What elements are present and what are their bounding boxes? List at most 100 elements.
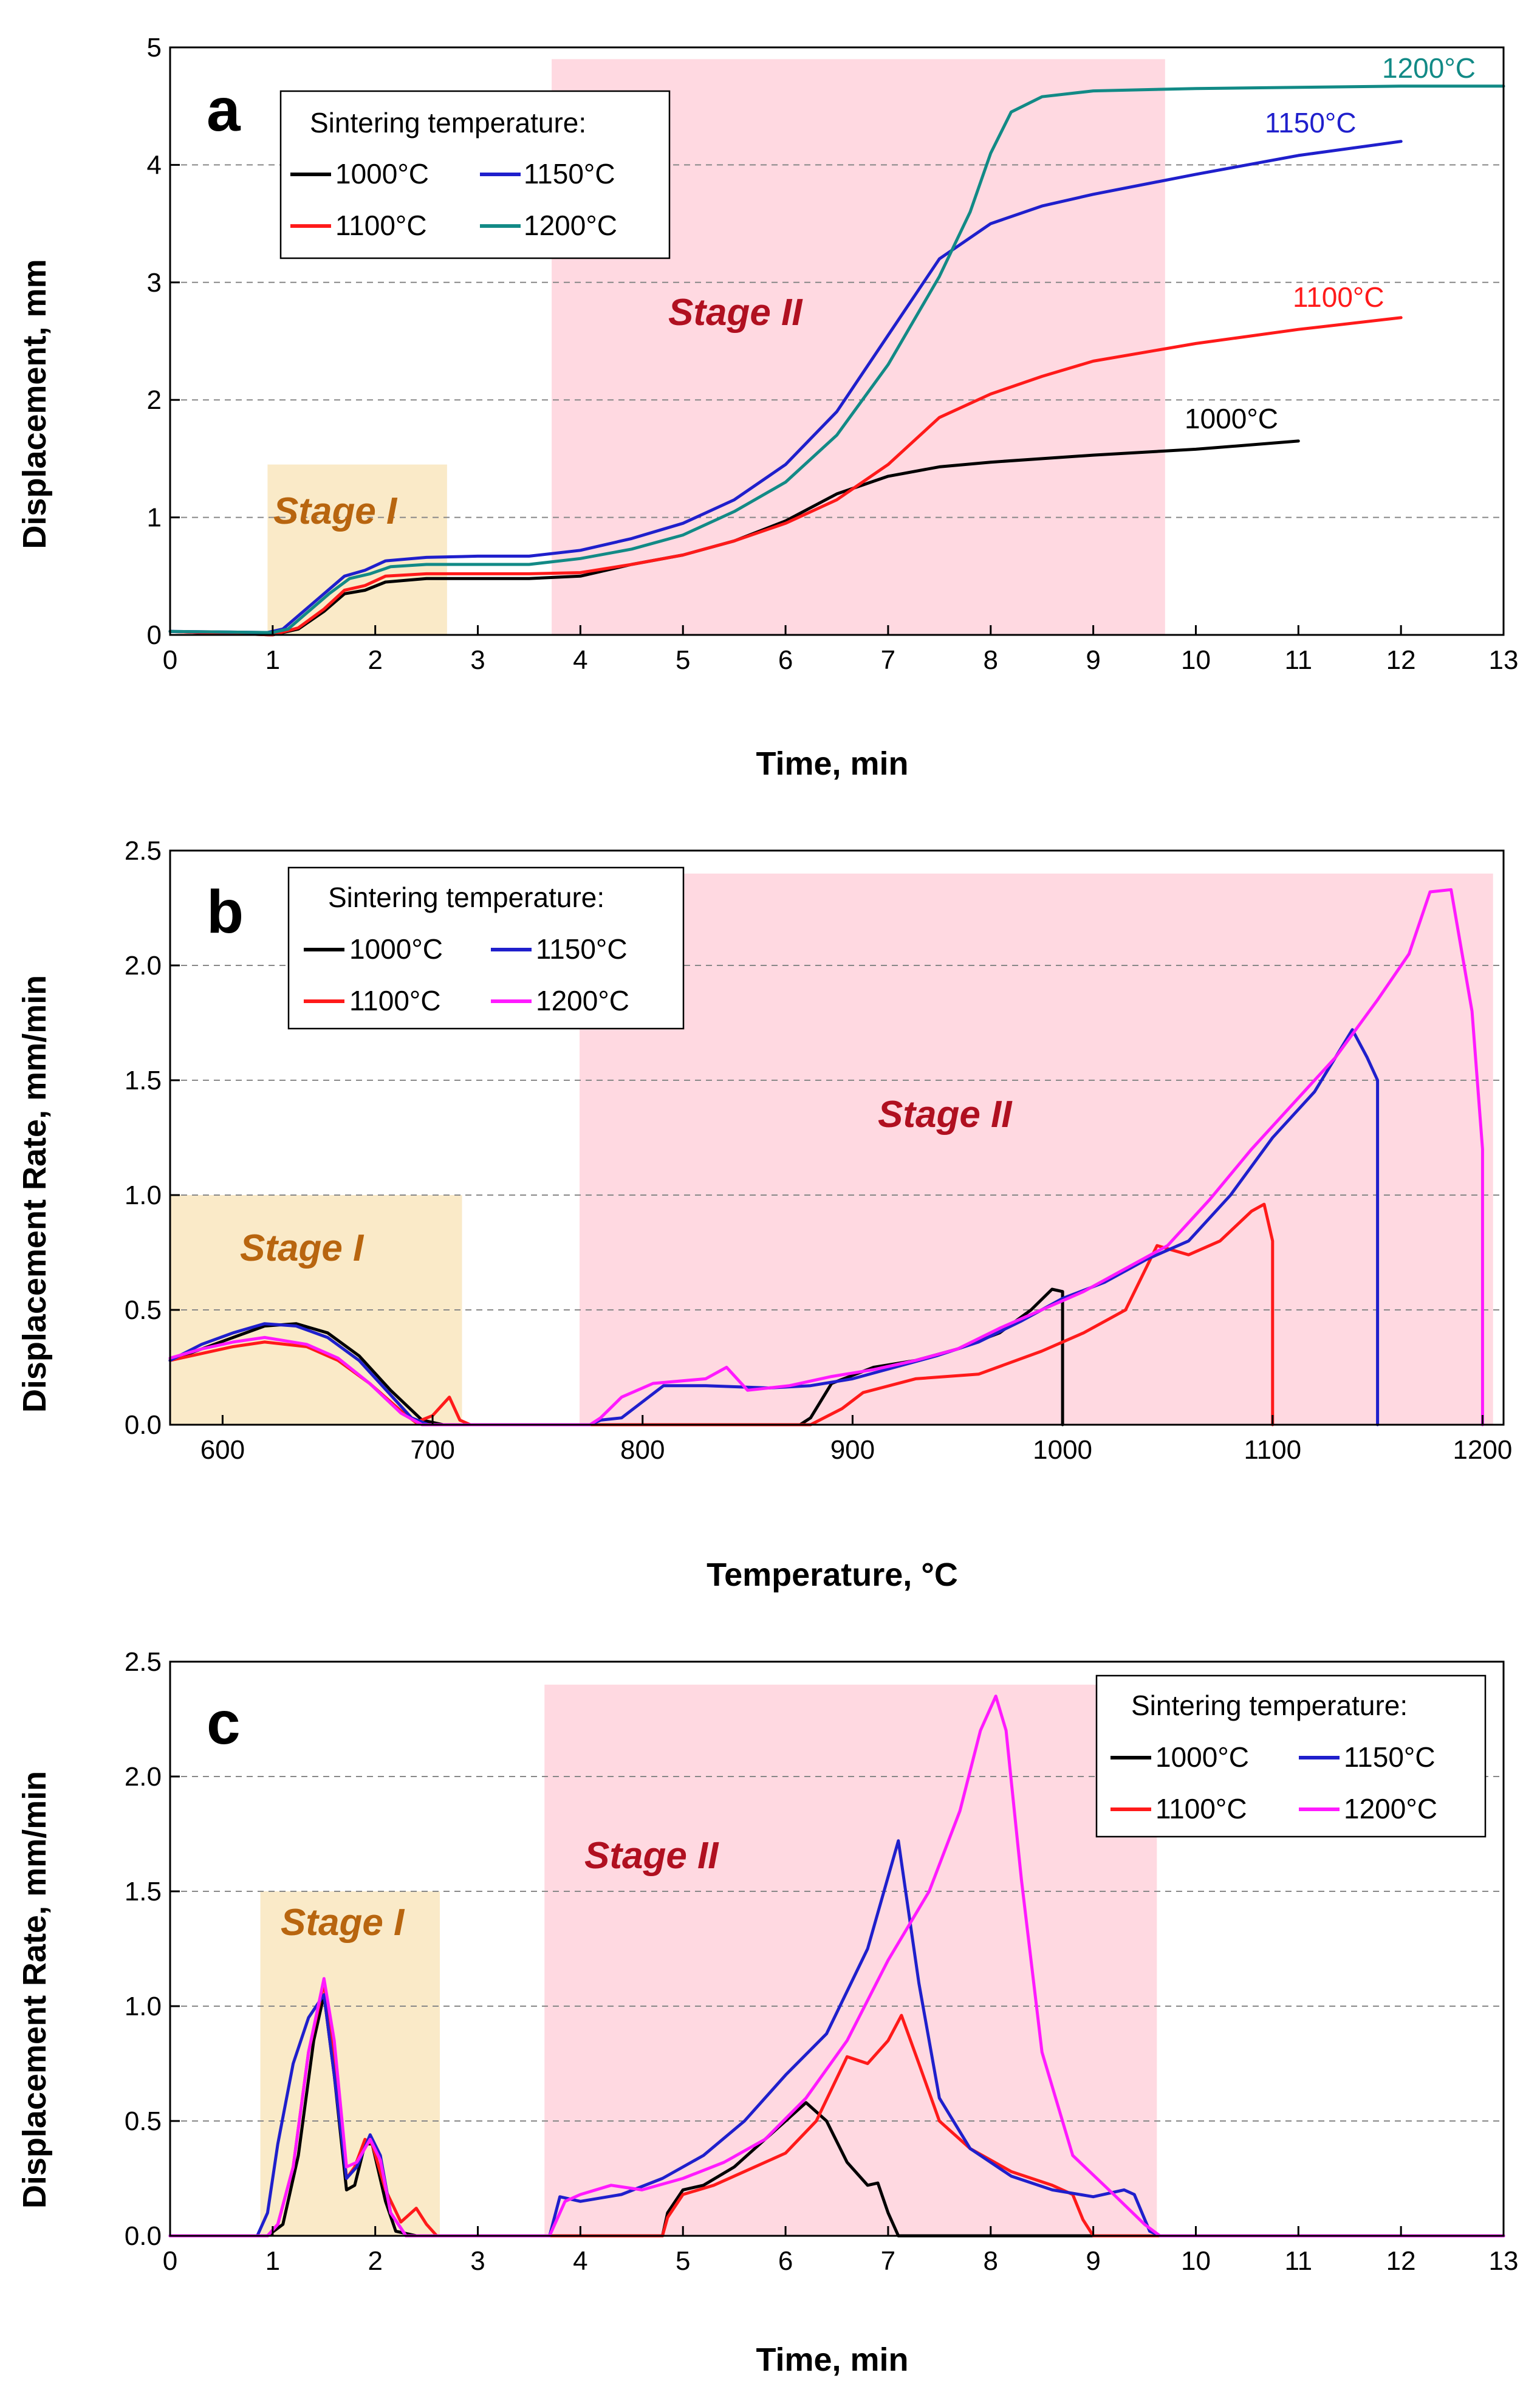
series-line-1150 [168,1839,1505,2238]
panel-letter: a [207,76,241,144]
x-tick-label: 13 [1489,645,1519,675]
x-tick-label: 1 [265,645,280,675]
x-tick-label: 3 [470,645,485,675]
legend-box [279,90,671,259]
x-tick-label: 1100 [1244,1435,1301,1465]
legend-label-1200: 1200°C [524,210,617,241]
stage-i-label: Stage I [273,490,398,532]
legend-box [1095,1674,1487,1838]
panel-letter: c [207,1689,241,1757]
plot-frame [169,849,1505,1426]
axis-ticks: 0.0 0.5 1.0 1.5 2.0 2.5 600 700 800 900 1000 1100 12… [125,836,1513,1465]
legend-box [287,866,685,1030]
x-tick-label: 2 [368,2246,382,2276]
x-axis-label: Time, min [756,745,908,782]
x-tick-label: 9 [1086,645,1100,675]
end-label-1000: 1000°C [1185,403,1278,434]
y-axis-label: Displacement Rate, mm/min [16,975,53,1413]
stage-ii-label: Stage II [584,1835,719,1877]
x-tick-label: 10 [1181,645,1211,675]
legend-label-1200: 1200°C [536,985,629,1016]
y-tick-label: 1.5 [125,1877,162,1907]
legend: Sintering temperature: 1000°C 1150°C 110… [1095,1674,1487,1838]
legend-label-1200: 1200°C [1344,1793,1437,1825]
panel-c: 0.00.51.01.52.02.50 1 2 3 4 5 6 7 8 9 10 11 12 13 c S… [16,1647,1518,2378]
series-line-1150 [168,140,1403,634]
x-tick-label: 4 [573,645,587,675]
x-tick-label: 13 [1489,2246,1519,2276]
y-tick-label: 1 [147,503,162,533]
legend-label-1100: 1100°C [1155,1793,1247,1825]
stage-ii-label: Stage II [878,1094,1013,1136]
end-label-1150: 1150°C [1265,107,1357,139]
y-tick-label: 2.0 [125,1762,162,1792]
x-tick-label: 12 [1386,645,1416,675]
stage-ii-region [544,1684,1157,2236]
y-axis-label: Displacement, mm [16,259,53,549]
x-tick-label: 1200 [1453,1435,1512,1465]
panel-letter: b [207,878,244,946]
x-axis-label: Time, min [756,2342,908,2378]
x-tick-label: 12 [1386,2246,1416,2276]
x-tick-label: 11 [1284,645,1312,675]
x-tick-label: 700 [410,1435,454,1465]
legend: Sintering temperature: 1000°C 1150°C 110… [287,866,685,1030]
series-line-1200 [168,1694,1505,2238]
series-lines [168,84,1505,637]
legend-label-1150: 1150°C [536,933,628,965]
series-line-1200 [168,84,1505,634]
x-tick-label: 800 [620,1435,665,1465]
legend: Sintering temperature: 1000°C 1150°C 110… [279,90,671,259]
x-tick-label: 8 [984,2246,998,2276]
legend-label-1150: 1150°C [524,158,615,190]
y-axis-label: Displacement Rate, mm/min [16,1771,53,2208]
x-tick-label: 6 [778,645,793,675]
x-tick-label: 2 [368,645,382,675]
y-tick-label: 4 [147,150,162,180]
x-tick-label: 9 [1086,2246,1100,2276]
x-tick-label: 600 [200,1435,245,1465]
y-tick-label: 1.0 [125,1180,162,1210]
stage-i-label: Stage I [281,1902,405,1944]
gridlines [170,1776,1504,2122]
x-tick-label: 900 [830,1435,875,1465]
series-lines [168,1694,1505,2238]
series-line-1000 [168,439,1300,637]
x-tick-label: 5 [676,645,690,675]
x-tick-label: 7 [881,2246,895,2276]
panel-b: 0.0 0.5 1.0 1.5 2.0 2.5 600 700 800 900 1000 1100 12… [16,836,1512,1593]
stage-ii-region [580,873,1493,1425]
x-tick-label: 3 [470,2246,485,2276]
y-tick-label: 0.0 [125,1410,162,1440]
stage-i-region [267,464,447,635]
x-tick-label: 10 [1181,2246,1211,2276]
stage-i-label: Stage I [240,1227,364,1269]
y-tick-label: 0.5 [125,1295,162,1325]
series-line-1200 [168,888,1484,1427]
x-tick-label: 4 [573,2246,587,2276]
y-tick-label: 2 [147,385,162,415]
y-tick-label: 1.0 [125,1992,162,2021]
axis-ticks: 0.00.51.01.52.02.50 1 2 3 4 5 6 7 8 9 10 11 12 13 [125,1647,1519,2276]
x-tick-label: 11 [1284,2246,1312,2276]
end-label-1100: 1100°C [1293,281,1384,313]
y-tick-label: 0.5 [125,2106,162,2136]
series-line-1100 [168,316,1403,637]
x-tick-label: 6 [778,2246,793,2276]
y-tick-label: 5 [147,33,162,63]
stage-ii-label: Stage II [668,292,803,334]
x-tick-label: 7 [881,645,895,675]
plot-frame [169,1660,1505,2237]
y-tick-label: 2.0 [125,951,162,981]
legend-label-1100: 1100°C [349,985,441,1016]
legend-label-1000: 1000°C [335,158,429,190]
y-tick-label: 1.5 [125,1066,162,1095]
y-tick-label: 3 [147,268,162,298]
legend-label-1100: 1100°C [335,210,427,241]
y-tick-label: 0 [147,620,162,650]
legend-label-1000: 1000°C [349,933,443,965]
legend-title: Sintering temperature: [328,882,604,913]
